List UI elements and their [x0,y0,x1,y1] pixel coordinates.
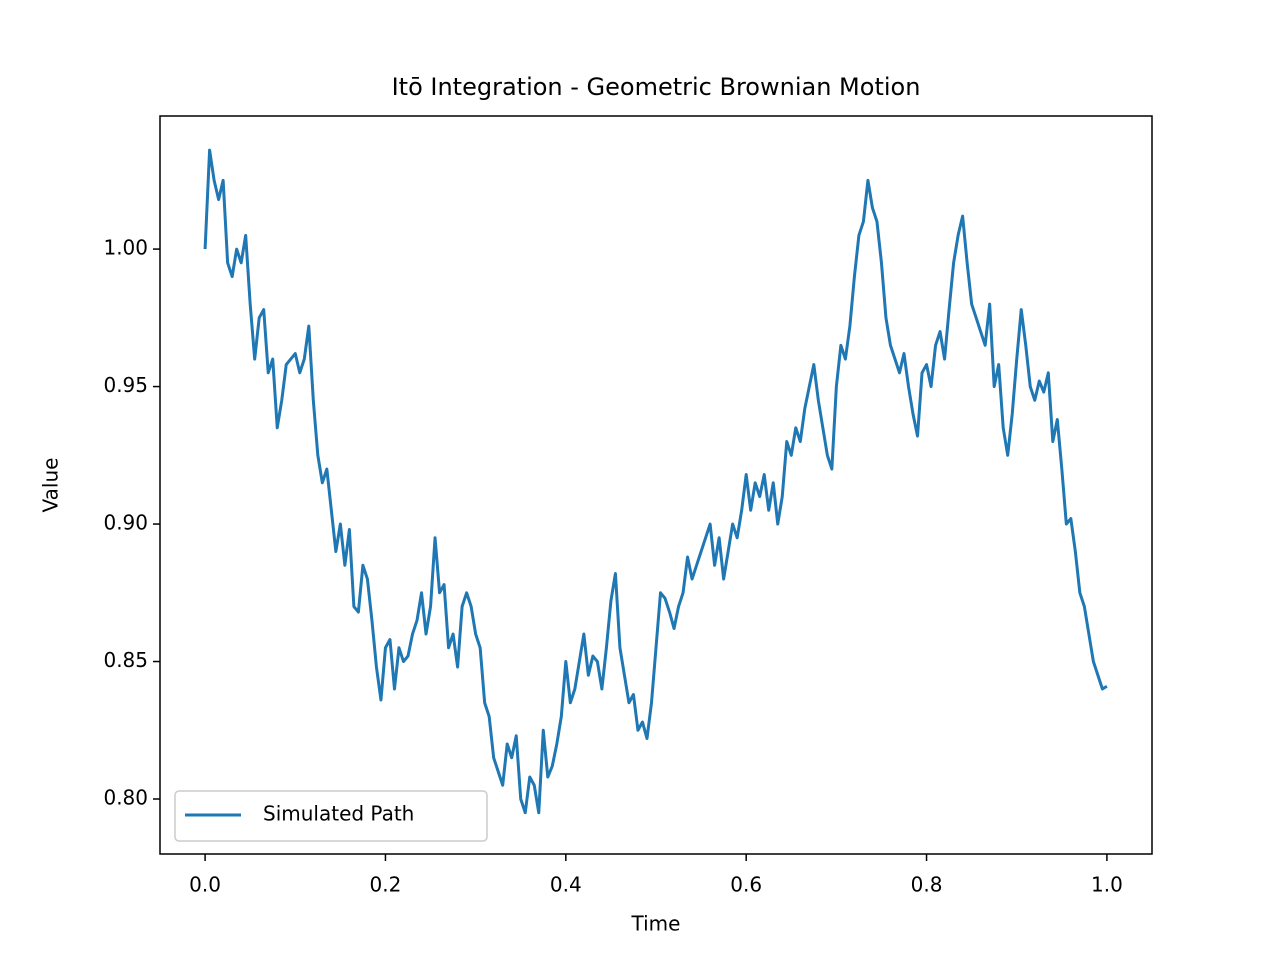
legend-box [174,790,488,842]
y-tick-label: 0.80 [103,786,148,810]
x-tick-label: 0.4 [550,873,582,897]
y-tick-label: 1.00 [103,236,148,260]
y-tick-label: 0.85 [103,648,148,672]
x-tick-label: 0.6 [730,873,762,897]
legend-label: Simulated Path [263,802,414,826]
x-tick-label: 1.0 [1091,873,1123,897]
y-axis-label: Value [39,458,63,513]
data-line [203,148,1108,815]
x-tick-label: 0.0 [189,873,221,897]
plot-frame [159,115,1153,855]
x-tick-label: 0.2 [370,873,402,897]
x-axis-label: Time [631,912,681,936]
y-tick-label: 0.90 [103,511,148,535]
x-tick-label: 0.8 [911,873,943,897]
y-tick-label: 0.95 [103,373,148,397]
chart-title: Itō Integration - Geometric Brownian Mot… [392,73,921,101]
